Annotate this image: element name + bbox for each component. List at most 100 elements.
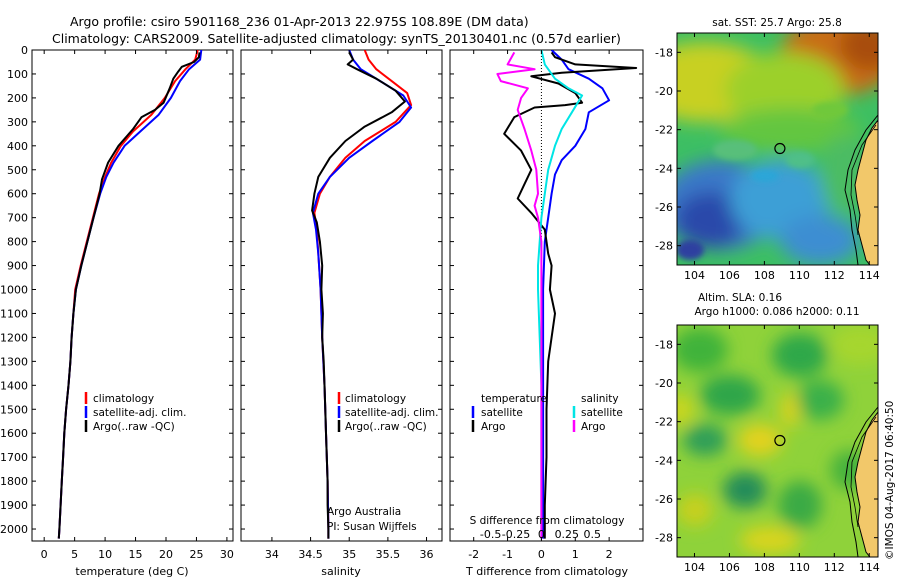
legend-temperature-heading: temperature [481, 393, 547, 405]
difference-profile-panel: -2 -1 0 1 2 -0.5 -0.25 0.25 0.5 0 T difference fr… [449, 49, 644, 578]
longitude-tick-label: 106 [719, 561, 740, 574]
figure-title-line1: Argo profile: csiro 5901168_236 01-Apr-2… [70, 14, 529, 29]
longitude-tick-label: 108 [754, 269, 775, 282]
sst-map-axes-box [676, 32, 879, 266]
x-tick-label: 35 [342, 548, 356, 561]
sla-heatmap [677, 325, 878, 557]
x-tick-label: 0 [538, 548, 545, 561]
secondary-x-tick-label: -0.25 [502, 528, 530, 541]
temperature-x-label: temperature (deg C) [75, 565, 188, 578]
depth-tick-label: 1900 [0, 499, 28, 512]
bathymetry-contour [844, 406, 878, 557]
legend-sal-satellite-label: satellite [581, 407, 623, 419]
depth-tick-label: 800 [7, 236, 28, 249]
longitude-tick-label: 104 [684, 269, 705, 282]
legend-sal-argo-label: Argo [581, 421, 605, 433]
legend-temp-argo-label: Argo [481, 421, 505, 433]
bathymetry-contour [850, 124, 877, 236]
x-tick-label: 0 [41, 548, 48, 561]
series-line-climatology [57, 50, 199, 539]
legend-temp-satellite-label: satellite [481, 407, 523, 419]
latitude-tick-label: -20 [655, 85, 673, 98]
latitude-tick-label: -22 [655, 124, 673, 137]
credit-line1: Argo Australia [327, 506, 401, 518]
legend-satellite-label: satellite-adj. clim. [93, 407, 186, 419]
difference-legend: temperature satellite Argo salinity sate… [471, 393, 623, 433]
figure-title-line2: Climatology: CARS2009. Satellite-adjuste… [52, 31, 621, 46]
latitude-tick-label: -18 [655, 46, 673, 59]
sst-heatmap [677, 33, 878, 265]
difference-x-label: T difference from climatology [465, 565, 628, 578]
depth-tick-label: 600 [7, 188, 28, 201]
series-line-argo-raw-qc [57, 52, 201, 539]
longitude-tick-label: 110 [789, 561, 810, 574]
legend-climatology-label: climatology [93, 393, 154, 405]
depth-tick-label: 700 [7, 212, 28, 225]
x-tick-label: 5 [71, 548, 78, 561]
x-tick-label: 1 [572, 548, 579, 561]
x-tick-label: 36 [420, 548, 434, 561]
depth-tick-label: 1400 [0, 379, 28, 392]
x-tick-label: -2 [468, 548, 479, 561]
x-tick-label: 34.5 [298, 548, 323, 561]
latitude-tick-label: -20 [655, 377, 673, 390]
depth-tick-label: 0 [21, 44, 28, 57]
longitude-tick-label: 110 [789, 269, 810, 282]
depth-tick-label: 1600 [0, 427, 28, 440]
x-tick-label: 34 [265, 548, 279, 561]
secondary-x-tick-label: 0.25 [555, 528, 580, 541]
series-line-satellite [57, 50, 203, 539]
bathymetry-contour [844, 114, 878, 265]
longitude-tick-label: 108 [754, 561, 775, 574]
longitude-tick-label: 112 [824, 561, 845, 574]
temperature-profile-panel: 0100200300400500600700800900100011001200… [0, 44, 234, 578]
depth-tick-label: 300 [7, 116, 28, 129]
series-line-temperature-satellite [542, 50, 611, 539]
series-line-salinity-argo [496, 51, 543, 539]
legend-salinity-heading: salinity [581, 393, 619, 405]
secondary-x-tick-label: 0 [538, 528, 545, 541]
salinity-x-label: salinity [321, 565, 361, 578]
salinity-axes-box [240, 49, 443, 542]
legend-climatology-label: climatology [345, 393, 406, 405]
x-tick-label: 15 [129, 548, 143, 561]
temperature-axes-box [31, 49, 234, 542]
difference-axes-box [449, 49, 644, 542]
argo-float-marker [774, 142, 786, 155]
credit-line2: PI: Susan Wijffels [327, 521, 417, 533]
x-tick-label: 30 [220, 548, 234, 561]
sst-map-title: sat. SST: 25.7 Argo: 25.8 [712, 17, 842, 29]
longitude-tick-label: 114 [859, 561, 880, 574]
legend-argo-label: Argo(..raw -QC) [93, 421, 175, 433]
depth-tick-label: 1000 [0, 284, 28, 297]
latitude-tick-label: -28 [655, 532, 673, 545]
latitude-tick-label: -28 [655, 240, 673, 253]
latitude-tick-label: -26 [655, 493, 673, 506]
x-tick-label: 25 [189, 548, 203, 561]
difference-x-label-top: S difference from climatology [470, 515, 625, 527]
x-tick-label: -1 [502, 548, 513, 561]
legend-argo-label: Argo(..raw -QC) [345, 421, 427, 433]
bathymetry-contour [850, 416, 877, 528]
longitude-tick-label: 106 [719, 269, 740, 282]
depth-tick-label: 500 [7, 164, 28, 177]
longitude-tick-label: 104 [684, 561, 705, 574]
depth-tick-label: 2000 [0, 523, 28, 536]
salinity-profile-panel: 34 34.5 35 35.5 36 salinity climatology sate… [240, 49, 443, 578]
depth-tick-label: 100 [7, 68, 28, 81]
depth-tick-label: 1500 [0, 403, 28, 416]
longitude-tick-label: 114 [859, 269, 880, 282]
temperature-legend: climatology satellite-adj. clim. Argo(..… [84, 392, 186, 433]
latitude-tick-label: -22 [655, 416, 673, 429]
salinity-legend: climatology satellite-adj. clim. Argo(..… [337, 392, 438, 433]
depth-tick-label: 1300 [0, 355, 28, 368]
sla-map-title-line1: Altim. SLA: 0.16 [698, 292, 782, 304]
sla-map-title-line2: Argo h1000: 0.086 h2000: 0.11 [694, 306, 859, 318]
depth-tick-label: 900 [7, 260, 28, 273]
argo-float-marker [774, 434, 786, 447]
series-line-temperature-argo [503, 51, 638, 539]
depth-tick-label: 400 [7, 140, 28, 153]
longitude-tick-label: 112 [824, 269, 845, 282]
secondary-x-tick-label: -0.5 [480, 528, 501, 541]
